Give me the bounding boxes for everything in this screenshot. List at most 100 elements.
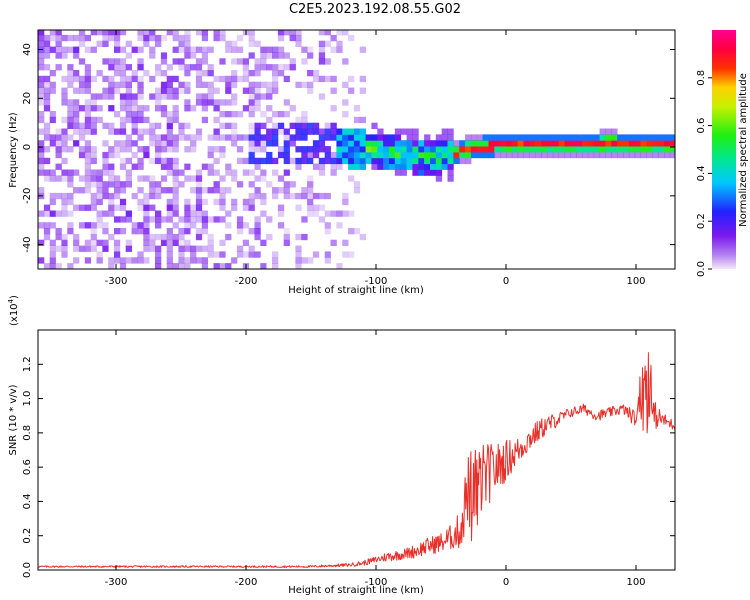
spectrogram-cell xyxy=(400,169,407,176)
spectrogram-cell xyxy=(359,163,366,170)
spectrogram-cell xyxy=(307,151,314,159)
spectrogram-cell xyxy=(377,151,384,159)
spectrogram-cell xyxy=(43,93,51,100)
spectrogram-cell xyxy=(406,151,413,159)
spectrogram-cell xyxy=(628,134,636,141)
spectrogram-cell xyxy=(102,122,109,129)
spectrogram-cell xyxy=(155,245,162,252)
spectrogram-cell xyxy=(137,58,144,65)
spectrogram-cell xyxy=(301,233,308,241)
spectrogram-cell xyxy=(283,146,290,153)
spectrogram-cell xyxy=(84,70,91,77)
spectrogram-cell xyxy=(301,46,308,53)
spectrogram-cell xyxy=(78,30,86,36)
spectrogram-cell xyxy=(184,34,191,42)
spectrogram-cell xyxy=(576,140,583,147)
snr-x-axis-label: Height of straight line (km) xyxy=(288,585,424,596)
spectrogram-cell xyxy=(172,210,179,217)
spectrogram-cell xyxy=(342,140,349,147)
spectrogram-cell xyxy=(49,46,56,53)
spectrogram-cell xyxy=(114,70,121,77)
spectrogram-cell xyxy=(155,70,162,77)
spectrogram-cell xyxy=(96,175,103,182)
spectrogram-cell xyxy=(43,122,51,129)
spectrogram-cell xyxy=(283,187,290,194)
spectrogram-cell xyxy=(248,111,255,118)
spectrogram-cell xyxy=(67,81,74,88)
spectrogram-cell xyxy=(219,122,226,129)
spectrogram-cell xyxy=(184,52,191,59)
spectrogram-cell xyxy=(213,30,220,36)
spectrogram-cell xyxy=(137,251,144,258)
spectrogram-cell xyxy=(219,134,226,141)
spectrogram-cell xyxy=(412,134,419,141)
spectrogram-cell xyxy=(330,34,337,42)
spectrogram-cell xyxy=(119,216,127,223)
spectrogram-cell xyxy=(178,216,185,223)
spectrogram-cell xyxy=(318,30,326,36)
spectrogram-cell xyxy=(424,140,431,147)
spectrogram-cell xyxy=(254,58,261,65)
spectrogram-cell xyxy=(307,70,314,77)
y-tick-label: 1.2 xyxy=(22,356,33,372)
spectrogram-cell xyxy=(494,134,501,141)
spectrogram-cell xyxy=(248,70,255,77)
spectrogram-cell xyxy=(435,169,443,176)
spectrogram-cell xyxy=(254,64,261,71)
spectrogram-cell xyxy=(90,146,97,153)
spectrogram-cell xyxy=(195,58,203,65)
spectrogram-cell xyxy=(195,99,203,106)
spectrogram-cell xyxy=(137,228,144,235)
spectrogram-cell xyxy=(418,163,425,170)
spectrogram-cell xyxy=(307,146,314,153)
spectrogram-cell xyxy=(307,46,314,53)
spectrogram-cell xyxy=(149,93,156,100)
spectrogram-cell xyxy=(283,169,290,176)
spectrogram-cell xyxy=(342,134,349,141)
spectrogram-cell xyxy=(213,99,220,106)
spectrogram-cell xyxy=(108,151,115,159)
spectrogram-cell xyxy=(38,81,45,88)
spectrogram-cell xyxy=(272,134,279,141)
spectrogram-cell xyxy=(184,239,191,246)
spectrogram-cell xyxy=(96,192,103,200)
spectrogram-cell xyxy=(272,70,279,77)
spectrogram-cell xyxy=(248,87,255,94)
spectrogram-cell xyxy=(605,128,612,135)
spectrogram-cell xyxy=(418,140,425,147)
spectrogram-cell xyxy=(155,105,162,112)
spectrogram-cell xyxy=(49,257,56,264)
spectrogram-cell xyxy=(231,122,238,129)
spectrogram-cell xyxy=(172,46,179,53)
spectrogram-cell xyxy=(155,93,162,100)
spectrogram-cell xyxy=(254,228,261,235)
spectrogram-cell xyxy=(377,140,384,147)
spectrogram-cell xyxy=(125,75,132,83)
spectrogram-cell xyxy=(38,111,45,118)
spectrogram-cell xyxy=(119,81,127,88)
y-tick-label: 0.2 xyxy=(22,528,33,544)
spectrogram-cell xyxy=(617,151,624,159)
spectrogram-cell xyxy=(236,228,244,235)
spectrogram-cell xyxy=(324,75,331,83)
spectrogram-cell xyxy=(231,75,238,83)
spectrogram-cell xyxy=(119,198,127,206)
spectrogram-cell xyxy=(184,263,191,269)
spectrogram-cell xyxy=(201,245,208,252)
spectrogram-cell xyxy=(125,64,132,71)
spectrogram-cell xyxy=(67,75,74,83)
spectrogram-cell xyxy=(260,134,267,141)
spectrogram-cell xyxy=(38,58,45,65)
spectrogram-cell xyxy=(359,75,366,83)
spectrogram-cell xyxy=(236,34,244,42)
spectrogram-cell xyxy=(131,163,138,170)
snr-panel: -300 -200 -100 0 100 0.0 0.2 0.4 0.6 0.8 1.0 1.2 H… xyxy=(7,295,676,596)
spectrogram-cell xyxy=(389,134,396,141)
spectrogram-cell xyxy=(254,146,261,153)
spectrogram-cell xyxy=(231,46,238,53)
spectrogram-cell xyxy=(190,204,197,211)
spectrogram-cell xyxy=(587,134,595,141)
spectrogram-cell xyxy=(184,216,191,223)
spectrogram-cell xyxy=(342,111,349,118)
spectrogram-cell xyxy=(114,87,121,94)
